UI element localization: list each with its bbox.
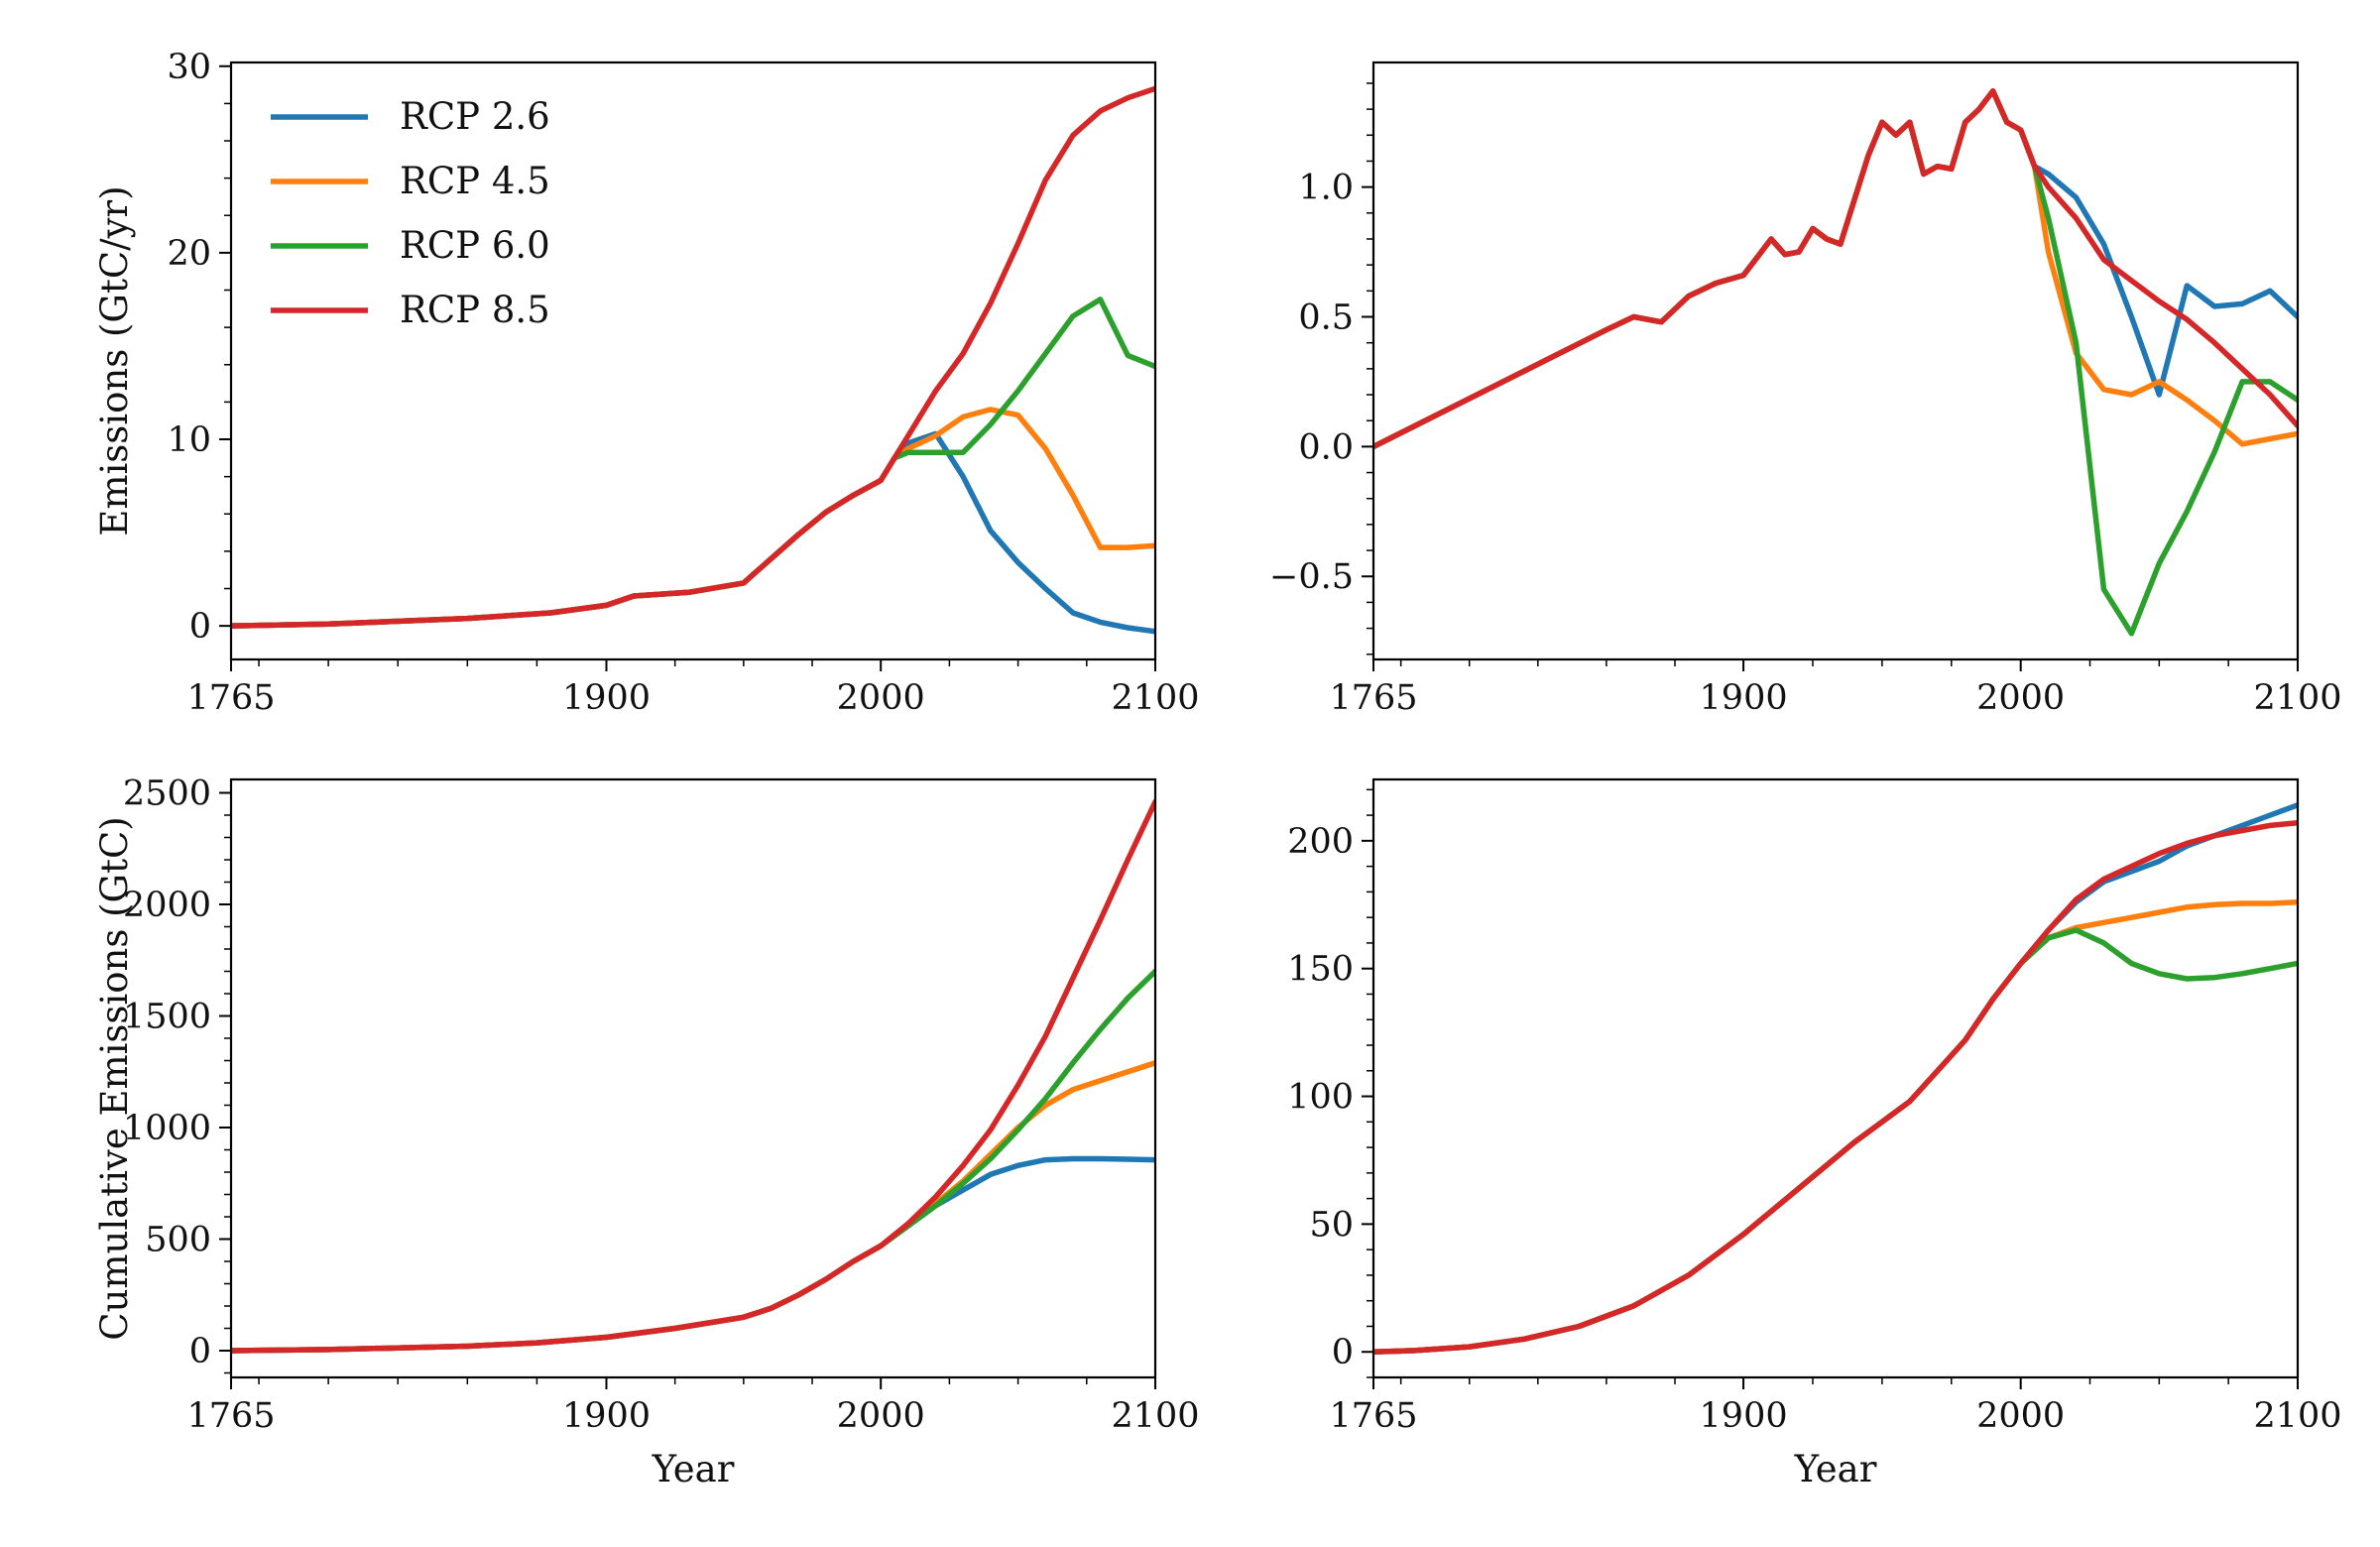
panel-bottom-right: 1765 1900 2000 2100 0 50 100 150 200 Year — [1287, 777, 2342, 1490]
y-tick-label: −0.5 — [1269, 557, 1354, 597]
legend-entry: RCP 8.5 — [271, 289, 550, 331]
y-tick-label: 0 — [189, 1332, 211, 1371]
y-tick-label: 30 — [167, 48, 211, 87]
legend-label: RCP 6.0 — [400, 224, 550, 267]
y-tick-label: 500 — [145, 1221, 211, 1260]
y-tick-label: 200 — [1287, 822, 1354, 862]
x-tick-label: 1900 — [562, 678, 651, 718]
x-tick-label: 1900 — [1700, 678, 1788, 718]
x-tick-label: 1765 — [186, 678, 275, 718]
x-axis-label: Year — [1794, 1448, 1877, 1490]
legend-entry: RCP 6.0 — [271, 224, 550, 267]
x-tick-label: 1765 — [1329, 1396, 1417, 1436]
y-tick-label: 0 — [189, 607, 211, 647]
series-line-rcp-8-5 — [1373, 820, 2298, 1355]
y-tick-label: 1000 — [123, 1109, 211, 1148]
y-tick-label: 10 — [167, 420, 211, 460]
x-tick-label: 1765 — [1329, 678, 1417, 718]
y-axis-label: Emissions (GtC/yr) — [93, 185, 136, 536]
series-line-rcp-8-5 — [231, 798, 1155, 1354]
x-tick-label: 1900 — [1700, 1396, 1788, 1436]
y-tick-label: 150 — [1287, 950, 1354, 990]
x-tick-label: 2100 — [1111, 678, 1199, 718]
legend-label: RCP 8.5 — [400, 289, 550, 331]
series-group — [231, 85, 1155, 635]
x-tick-label: 2000 — [837, 1396, 925, 1436]
y-tick-label: 0.5 — [1298, 298, 1354, 338]
legend-entry: RCP 2.6 — [271, 95, 550, 138]
axes-frame — [229, 60, 1157, 661]
y-tick-label: 100 — [1287, 1078, 1354, 1118]
x-tick-label: 1900 — [562, 1396, 651, 1436]
x-tick-label: 2000 — [1976, 1396, 2065, 1436]
axes-frame — [1371, 777, 2300, 1379]
x-tick-label: 2100 — [2253, 1396, 2341, 1436]
legend-label: RCP 2.6 — [400, 95, 550, 138]
x-tick-label: 2100 — [2253, 678, 2341, 718]
series-group — [1373, 88, 2298, 637]
series-group — [231, 798, 1155, 1354]
y-tick-label: 0.0 — [1298, 427, 1354, 467]
x-axis-label: Year — [652, 1448, 735, 1490]
y-tick-label: 2000 — [123, 886, 211, 925]
y-axis-label: Cumulative Emissions (GtC) — [93, 816, 136, 1340]
x-tick-label: 2000 — [837, 678, 925, 718]
series-line-rcp-8-5 — [231, 85, 1155, 629]
y-tick-label: 1500 — [123, 998, 211, 1037]
legend: RCP 2.6 RCP 4.5 RCP 6.0 RCP 8.5 — [271, 95, 550, 331]
y-tick-label: 1.0 — [1298, 169, 1354, 208]
legend-label: RCP 4.5 — [400, 160, 550, 202]
panel-top-left: 1765 1900 2000 2100 0 10 20 30 Emissions (GtC/yr… — [93, 48, 1200, 718]
panel-top-right: 1765 1900 2000 2100 −0.5 0.0 0.5 1.0 — [1269, 60, 2342, 718]
panel-bottom-left: 1765 1900 2000 2100 0 500 1000 1500 2000 2500Cumu… — [93, 774, 1200, 1491]
y-tick-label: 2500 — [123, 774, 211, 814]
x-tick-label: 1765 — [186, 1396, 275, 1436]
legend-entry: RCP 4.5 — [271, 160, 550, 202]
y-tick-label: 20 — [167, 234, 211, 274]
x-tick-label: 2100 — [1111, 1396, 1199, 1436]
y-tick-label: 50 — [1309, 1205, 1354, 1245]
series-line-rcp-8-5 — [1373, 88, 2298, 450]
y-tick-label: 0 — [1332, 1333, 1354, 1372]
x-tick-label: 2000 — [1976, 678, 2065, 718]
series-group — [1373, 802, 2298, 1355]
axes-frame — [229, 777, 1157, 1379]
axes-frame — [1371, 60, 2300, 661]
